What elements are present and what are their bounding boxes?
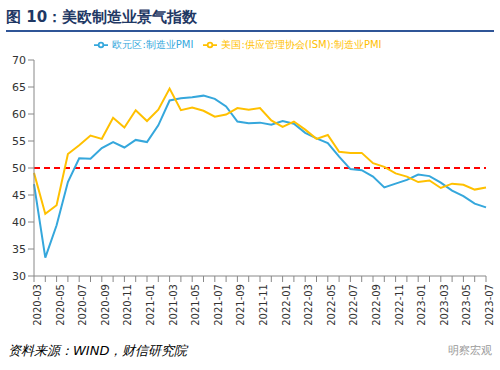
svg-text:2021-03: 2021-03 bbox=[168, 284, 179, 326]
svg-text:65: 65 bbox=[12, 81, 26, 94]
svg-text:2021-09: 2021-09 bbox=[236, 284, 247, 326]
svg-text:35: 35 bbox=[12, 243, 26, 256]
svg-text:2021-01: 2021-01 bbox=[145, 284, 156, 326]
svg-text:60: 60 bbox=[12, 108, 26, 121]
svg-text:2020-09: 2020-09 bbox=[100, 284, 111, 326]
svg-text:2023-01: 2023-01 bbox=[416, 284, 427, 326]
html-text:资料来源：WIND，财信研究院: 资料来源：WIND，财信研究院 bbox=[8, 343, 188, 358]
html-text:美国:供应管理协会(ISM):制造业PMI: 美国:供应管理协会(ISM):制造业PMI bbox=[221, 39, 382, 50]
svg-text:2021-11: 2021-11 bbox=[258, 284, 269, 326]
svg-text:2020-03: 2020-03 bbox=[32, 284, 43, 326]
svg-text:2023-05: 2023-05 bbox=[462, 284, 473, 326]
svg-text:50: 50 bbox=[12, 162, 26, 175]
html-text:欧元区:制造业PMI: 欧元区:制造业PMI bbox=[112, 39, 194, 50]
svg-text:2023-03: 2023-03 bbox=[439, 284, 450, 326]
svg-text:45: 45 bbox=[12, 189, 26, 202]
svg-text:2022-03: 2022-03 bbox=[303, 284, 314, 326]
svg-text:70: 70 bbox=[12, 54, 26, 67]
html-text:明察宏观: 明察宏观 bbox=[448, 344, 492, 357]
html-text:图 10：美欧制造业景气指数: 图 10：美欧制造业景气指数 bbox=[6, 8, 198, 26]
svg-text:2022-07: 2022-07 bbox=[349, 284, 360, 326]
svg-text:2020-05: 2020-05 bbox=[55, 284, 66, 326]
svg-text:2022-11: 2022-11 bbox=[394, 284, 405, 326]
svg-text:2022-01: 2022-01 bbox=[281, 284, 292, 326]
svg-text:55: 55 bbox=[12, 135, 26, 148]
svg-text:2021-07: 2021-07 bbox=[213, 284, 224, 326]
svg-text:2022-05: 2022-05 bbox=[326, 284, 337, 326]
svg-text:2023-07: 2023-07 bbox=[484, 284, 492, 326]
svg-text:40: 40 bbox=[12, 216, 26, 229]
svg-text:2020-11: 2020-11 bbox=[123, 284, 134, 326]
svg-text:2020-07: 2020-07 bbox=[77, 284, 88, 326]
svg-text:2022-09: 2022-09 bbox=[371, 284, 382, 326]
svg-text:30: 30 bbox=[12, 270, 26, 283]
svg-text:2021-05: 2021-05 bbox=[190, 284, 201, 326]
